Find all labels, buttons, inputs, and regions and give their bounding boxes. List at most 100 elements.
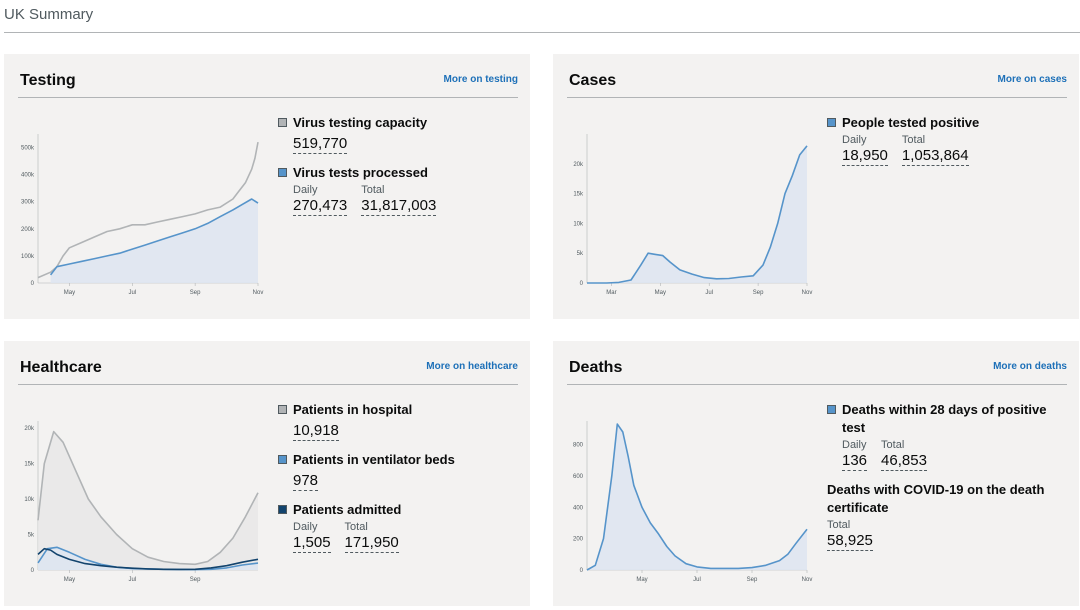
testing-title: Testing [20, 72, 76, 89]
healthcare-chart: 0 5k 10k 15k 20k May Jul Sep [24, 421, 259, 583]
y-tick-label: 500k [21, 146, 35, 152]
y-tick-label: 10k [24, 497, 35, 503]
y-tick-label: 300k [21, 200, 35, 206]
y-tick-label: 20k [573, 162, 584, 168]
x-tick-label: Sep [190, 577, 201, 583]
daily-value[interactable]: 270,473 [293, 197, 348, 216]
total-label: Total [361, 184, 385, 196]
series-line-patients-admitted [37, 547, 259, 571]
cases-stats: People tested positive Daily 18,950 Total… [827, 114, 1072, 176]
metric-patients-in-ventilator-beds: Patients in ventilator beds 978 [278, 451, 523, 491]
metric-label: Deaths within 28 days of positive test [842, 402, 1047, 435]
y-tick-label: 0 [31, 568, 35, 574]
y-tick-label: 200k [21, 227, 35, 233]
card-divider [567, 384, 1067, 385]
daily-value[interactable]: 18,950 [842, 147, 888, 166]
daily-label: Daily [842, 439, 867, 451]
x-tick-label: May [64, 290, 75, 296]
testing-card: Testing More on testing 0 100k 200k 300k 400… [4, 54, 530, 319]
metric-label: Patients admitted [293, 502, 402, 517]
more-on-healthcare-link[interactable]: More on healthcare [426, 361, 518, 372]
total-value[interactable]: 46,853 [881, 452, 927, 471]
metric-value[interactable]: 10,918 [293, 422, 339, 441]
series-line-virus-tests-processed [49, 198, 259, 276]
series-area-deaths-within-28-days-of-positive-test [587, 424, 807, 570]
x-tick-label: Mar [606, 290, 616, 296]
series-line-people-tested-positive [587, 145, 808, 284]
metric-virus-testing-capacity: Virus testing capacity 519,770 [278, 114, 523, 154]
cases-chart: 0 5k 10k 15k 20k Mar May Jul Sep Nov [573, 134, 813, 296]
metric-people-tested-positive: People tested positive Daily 18,950 Total… [827, 114, 1072, 166]
legend-swatch-navy [278, 505, 287, 514]
page-title: UK Summary [4, 6, 94, 23]
deaths-stats: Deaths within 28 days of positive test D… [827, 401, 1072, 561]
x-tick-label: Jul [693, 577, 701, 583]
metric-label: Virus tests processed [293, 165, 428, 180]
series-line-patients-in-hospital [37, 430, 259, 566]
y-tick-label: 10k [573, 221, 584, 227]
metric-patients-in-hospital: Patients in hospital 10,918 [278, 401, 523, 441]
series-area-patients-in-hospital [38, 431, 258, 570]
x-tick-label: May [636, 577, 647, 583]
title-divider [4, 32, 1080, 33]
x-tick-label: Sep [747, 577, 758, 583]
more-on-deaths-link[interactable]: More on deaths [993, 361, 1067, 372]
y-tick-label: 15k [24, 462, 35, 468]
card-divider [18, 97, 518, 98]
daily-label: Daily [293, 521, 318, 533]
total-value[interactable]: 1,053,864 [901, 147, 969, 166]
testing-chart: 0 100k 200k 300k 400k 500k May Jul Sep Nov [21, 134, 264, 296]
series-area-people-tested-positive [587, 145, 807, 283]
total-label: Total [881, 439, 905, 451]
x-tick-label: Nov [253, 290, 264, 296]
metric-value[interactable]: 978 [293, 472, 319, 491]
daily-value[interactable]: 1,505 [293, 534, 331, 553]
more-on-testing-link[interactable]: More on testing [443, 74, 518, 85]
total-value[interactable]: 58,925 [827, 532, 873, 551]
series-line-deaths-within-28-days-of-positive-test [586, 423, 808, 571]
x-tick-label: Sep [753, 290, 764, 296]
series-line-virus-testing-capacity [37, 141, 259, 279]
y-tick-label: 0 [580, 568, 584, 574]
legend-swatch-blue [827, 405, 836, 414]
daily-label: Daily [293, 184, 318, 196]
x-tick-label: Nov [802, 290, 813, 296]
daily-value[interactable]: 136 [842, 452, 868, 471]
metric-label: Patients in hospital [293, 402, 413, 417]
x-tick-label: May [655, 290, 666, 296]
x-tick-label: Sep [190, 290, 201, 296]
cases-title: Cases [569, 72, 617, 89]
metric-patients-admitted: Patients admitted Daily 1,505 Total 171,95… [278, 501, 523, 553]
deaths-card: Deaths More on deaths 0 200 400 600 800 May Ju… [553, 341, 1079, 606]
x-tick-label: Jul [705, 290, 713, 296]
card-divider [18, 384, 518, 385]
legend-swatch-blue [278, 168, 287, 177]
y-tick-label: 400k [21, 173, 35, 179]
x-tick-label: May [64, 577, 75, 583]
total-value[interactable]: 171,950 [344, 534, 399, 553]
deaths-title: Deaths [569, 359, 623, 376]
x-tick-label: Nov [802, 577, 813, 583]
y-tick-label: 800 [573, 443, 584, 449]
y-tick-label: 15k [573, 192, 584, 198]
legend-swatch-blue [278, 455, 287, 464]
y-tick-label: 5k [28, 533, 35, 539]
metric-label: Deaths with COVID-19 on the death certif… [827, 482, 1045, 515]
card-divider [567, 97, 1067, 98]
legend-swatch-blue [827, 118, 836, 127]
metric-deaths-within-28-days: Deaths within 28 days of positive test D… [827, 401, 1072, 471]
metric-value[interactable]: 519,770 [293, 135, 348, 154]
series-area-virus-tests-processed [50, 199, 258, 283]
y-tick-label: 100k [21, 254, 35, 260]
total-value[interactable]: 31,817,003 [361, 197, 437, 216]
metric-label: Patients in ventilator beds [293, 452, 455, 467]
y-tick-label: 0 [31, 281, 35, 287]
y-tick-label: 600 [573, 474, 584, 480]
deaths-chart: 0 200 400 600 800 May Jul Sep Nov [573, 421, 813, 583]
total-label: Total [901, 134, 926, 146]
cases-card: Cases More on cases 0 5k 10k 15k 20k Mar May Ju… [553, 54, 1079, 319]
legend-swatch-grey [278, 118, 287, 127]
more-on-cases-link[interactable]: More on cases [997, 74, 1067, 85]
x-tick-label: Jul [128, 290, 136, 296]
y-tick-label: 5k [577, 251, 584, 257]
